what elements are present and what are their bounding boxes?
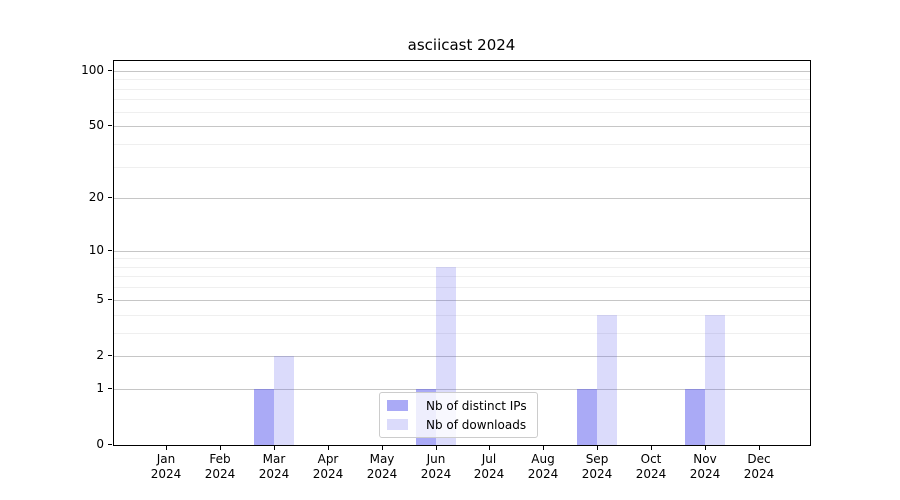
x-tick-month: Jun [426, 452, 446, 466]
x-tick-month: Nov [693, 452, 717, 466]
x-tick-label: Oct 2024 [619, 452, 683, 482]
minor-gridline [114, 315, 810, 316]
x-tick-mark [382, 446, 383, 450]
x-tick-month: Apr [317, 452, 339, 466]
major-gridline [114, 71, 810, 72]
legend-item: Nb of distinct IPs [387, 396, 527, 415]
x-tick-year: 2024 [420, 467, 452, 481]
x-tick-year: 2024 [743, 467, 775, 481]
y-tick-label: 0 [96, 437, 104, 451]
x-tick-mark [489, 446, 490, 450]
x-tick-year: 2024 [635, 467, 667, 481]
minor-gridline [114, 144, 810, 145]
minor-gridline [114, 89, 810, 90]
x-tick-label: Nov 2024 [673, 452, 737, 482]
legend-label: Nb of downloads [426, 417, 527, 432]
bar-sep-downloads [597, 315, 617, 445]
bar-mar-ips [254, 389, 274, 445]
legend: Nb of distinct IPs Nb of downloads [379, 392, 538, 438]
major-gridline [114, 389, 810, 390]
x-tick-label: May 2024 [350, 452, 414, 482]
x-tick-label: Feb 2024 [188, 452, 252, 482]
major-gridline [114, 251, 810, 252]
y-tick-mark [108, 250, 112, 251]
x-tick-label: Sep 2024 [565, 452, 629, 482]
legend-swatch-downloads [387, 419, 408, 430]
y-tick-label: 100 [81, 63, 104, 77]
x-tick-label: Jul 2024 [457, 452, 521, 482]
x-tick-mark [759, 446, 760, 450]
x-tick-year: 2024 [204, 467, 236, 481]
bar-mar-downloads [274, 356, 294, 445]
x-tick-year: 2024 [581, 467, 613, 481]
chart-title: asciicast 2024 [407, 36, 516, 54]
x-tick-mark [166, 446, 167, 450]
x-tick-label: Aug 2024 [511, 452, 575, 482]
x-tick-month: Mar [262, 452, 286, 466]
minor-gridline [114, 276, 810, 277]
x-tick-mark [328, 446, 329, 450]
minor-gridline [114, 79, 810, 80]
x-tick-month: Aug [531, 452, 555, 466]
x-tick-mark [274, 446, 275, 450]
y-tick-label: 2 [96, 348, 104, 362]
legend-label: Nb of distinct IPs [426, 398, 527, 413]
x-tick-year: 2024 [312, 467, 344, 481]
plot-area: Nb of distinct IPs Nb of downloads [113, 60, 811, 446]
y-tick-mark [108, 125, 112, 126]
y-tick-mark [108, 388, 112, 389]
x-tick-mark [543, 446, 544, 450]
minor-gridline [114, 333, 810, 334]
y-tick-mark [108, 444, 112, 445]
legend-item: Nb of downloads [387, 415, 527, 434]
y-tick-label: 20 [88, 190, 104, 204]
y-tick-mark [108, 70, 112, 71]
x-tick-month: Dec [747, 452, 771, 466]
x-tick-label: Jan 2024 [134, 452, 198, 482]
minor-gridline [114, 167, 810, 168]
major-gridline [114, 198, 810, 199]
x-tick-mark [436, 446, 437, 450]
x-tick-month: Jan [156, 452, 176, 466]
major-gridline [114, 356, 810, 357]
x-tick-mark [220, 446, 221, 450]
y-tick-label: 1 [96, 381, 104, 395]
x-tick-month: Feb [209, 452, 231, 466]
y-tick-label: 50 [88, 118, 104, 132]
x-tick-year: 2024 [527, 467, 559, 481]
legend-swatch-ips [387, 400, 408, 411]
y-tick-mark [108, 299, 112, 300]
x-tick-month: Jul [481, 452, 497, 466]
minor-gridline [114, 99, 810, 100]
y-tick-mark [108, 197, 112, 198]
x-tick-month: Oct [640, 452, 662, 466]
x-tick-mark [651, 446, 652, 450]
y-tick-label: 5 [96, 292, 104, 306]
x-tick-label: Apr 2024 [296, 452, 360, 482]
y-tick-label: 10 [88, 243, 104, 257]
x-tick-year: 2024 [366, 467, 398, 481]
minor-gridline [114, 258, 810, 259]
major-gridline [114, 126, 810, 127]
major-gridline [114, 300, 810, 301]
bar-nov-downloads [705, 315, 725, 445]
x-tick-year: 2024 [689, 467, 721, 481]
x-tick-year: 2024 [150, 467, 182, 481]
x-tick-label: Dec 2024 [727, 452, 791, 482]
minor-gridline [114, 287, 810, 288]
x-tick-month: May [369, 452, 395, 466]
x-tick-year: 2024 [258, 467, 290, 481]
bar-nov-ips [685, 389, 705, 445]
x-tick-month: Sep [585, 452, 609, 466]
x-tick-year: 2024 [473, 467, 505, 481]
bar-sep-ips [577, 389, 597, 445]
x-tick-label: Jun 2024 [404, 452, 468, 482]
minor-gridline [114, 267, 810, 268]
x-tick-mark [597, 446, 598, 450]
x-tick-label: Mar 2024 [242, 452, 306, 482]
y-tick-mark [108, 355, 112, 356]
x-tick-mark [705, 446, 706, 450]
minor-gridline [114, 112, 810, 113]
